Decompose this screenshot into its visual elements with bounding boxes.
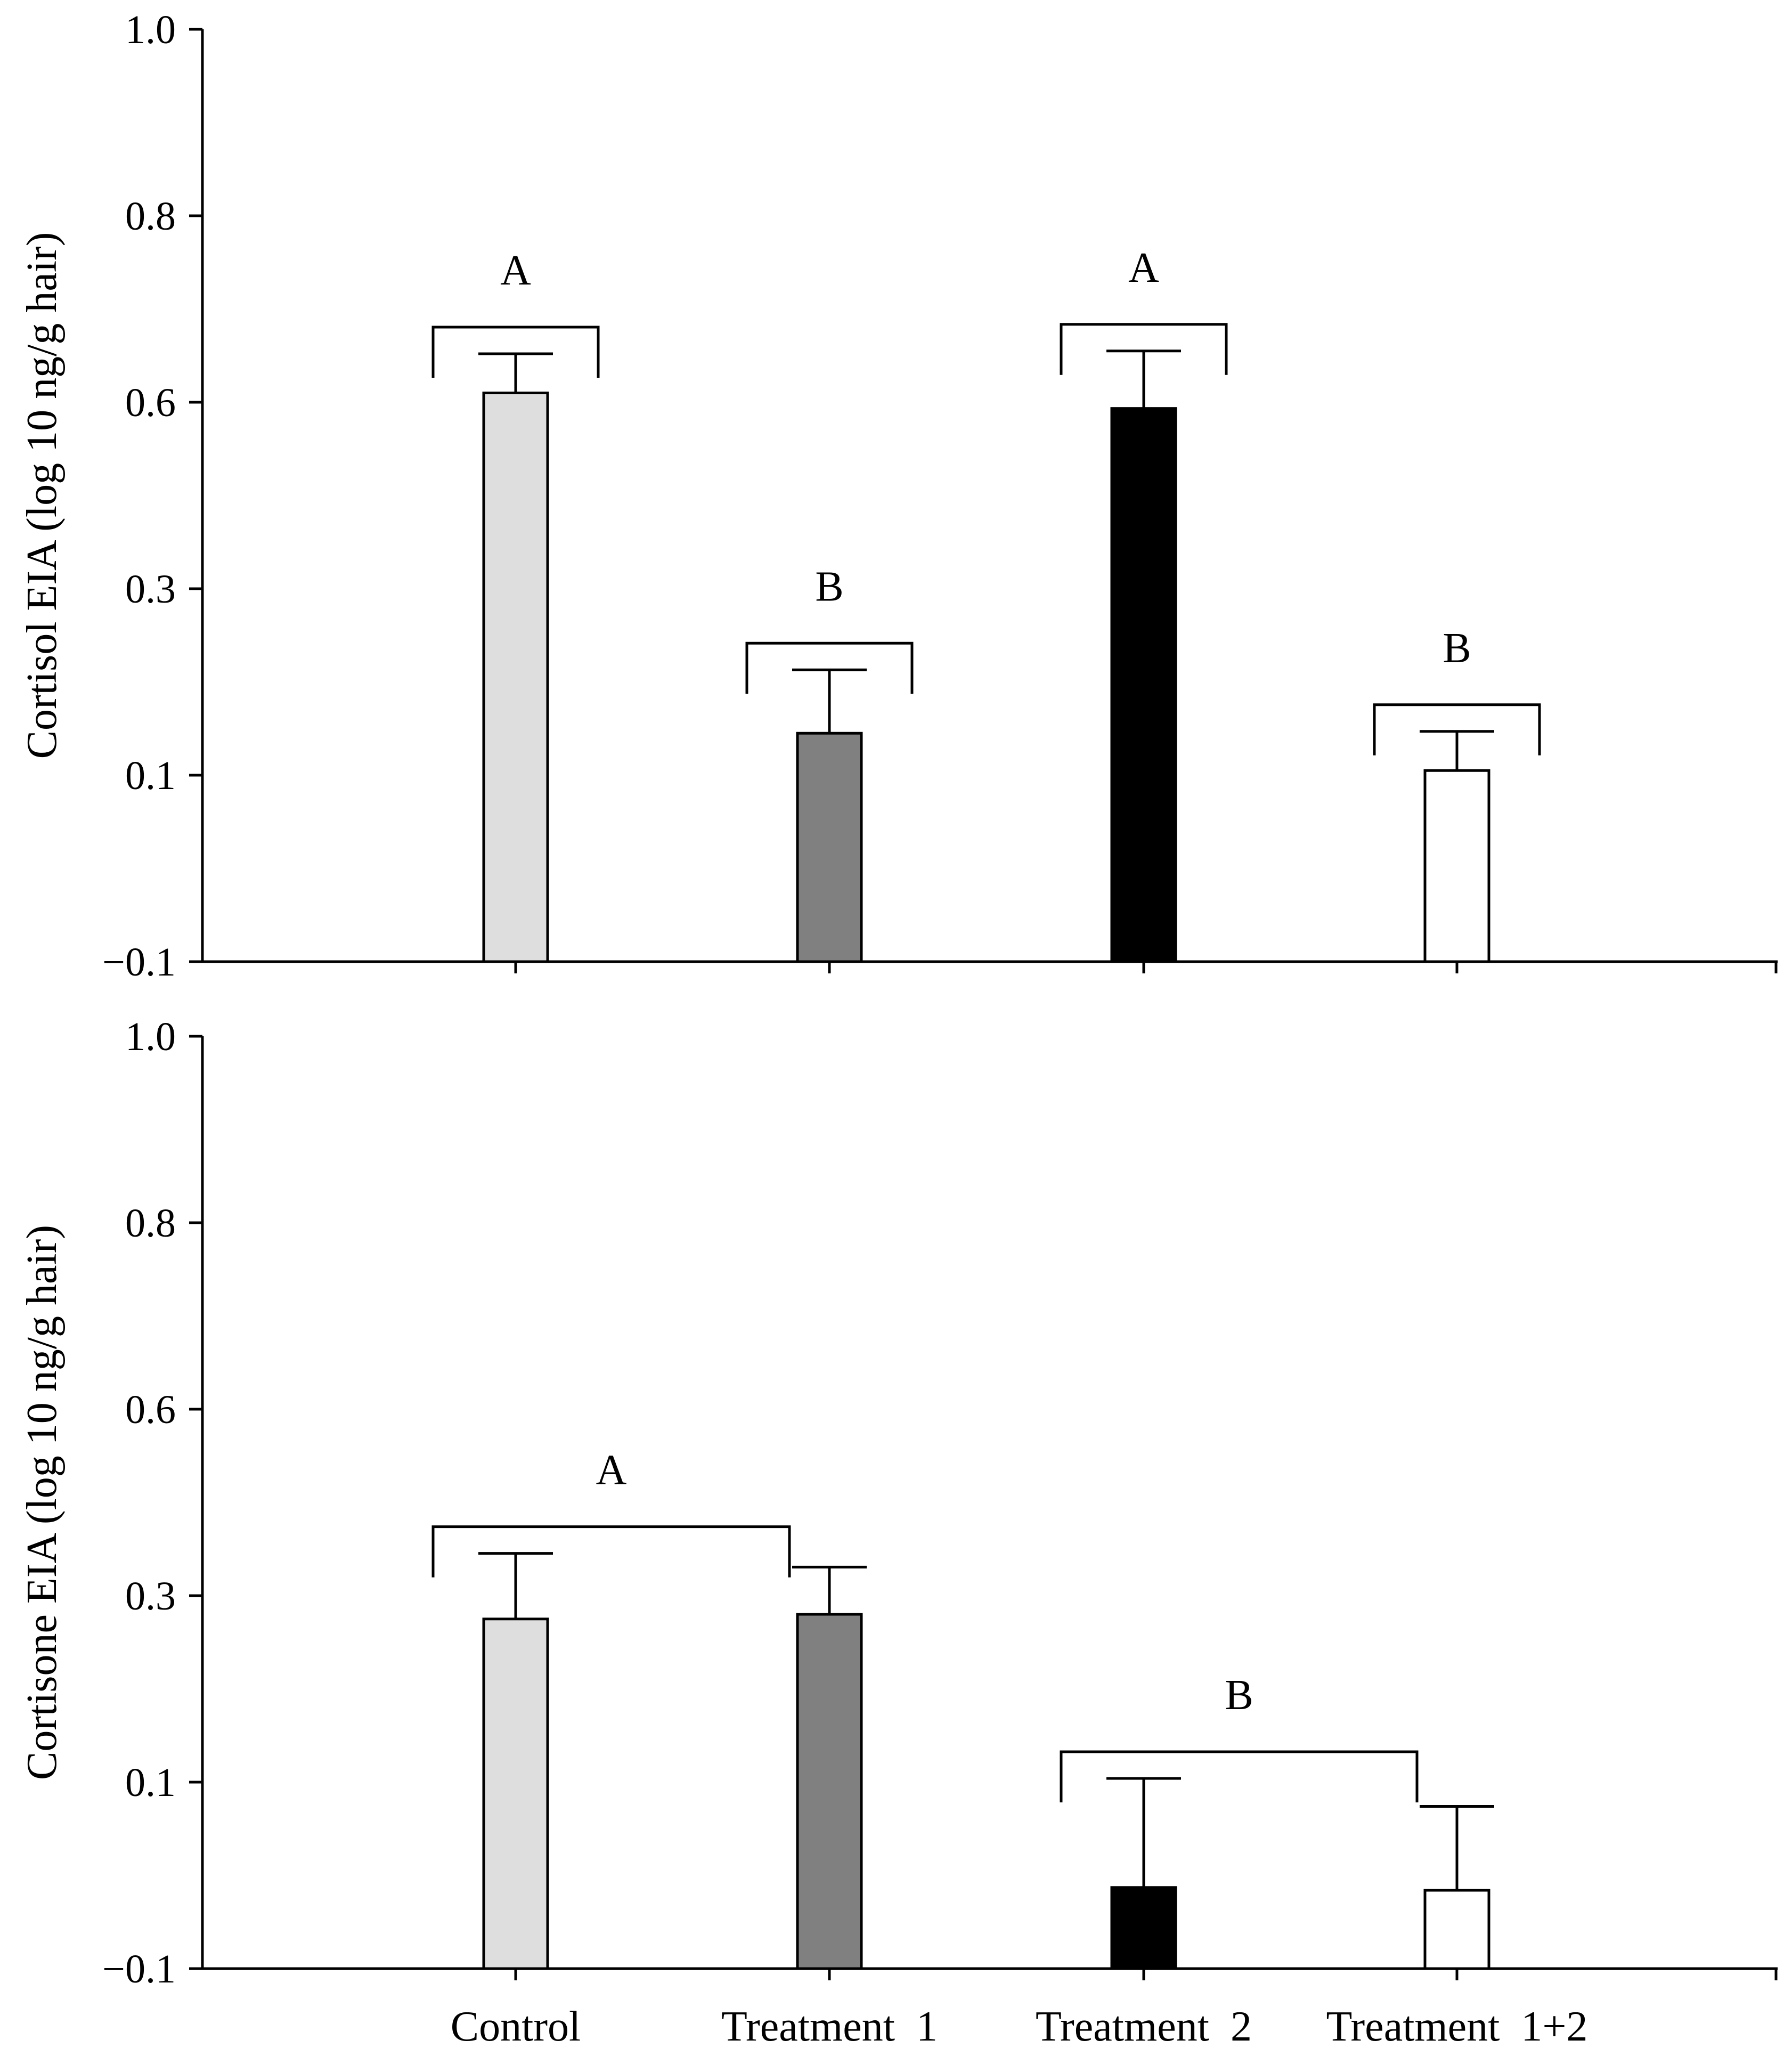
y-tick-label: 0.8 [125,194,176,239]
y-tick-label: 0.3 [125,1574,176,1619]
significance-bracket [1060,1750,1419,1802]
y-tick-label: −0.1 [102,1947,176,1992]
y-tick-label: 1.0 [125,1014,176,1059]
y-tick-label: 0.6 [125,380,176,425]
significance-label: A [1128,245,1159,291]
bar-treatment-2 [1110,1886,1177,1970]
cortisol-panel: −0.1 0.1 0.3 0.6 0.8 1.0 Cortisol EIA (log 10 … [19,7,1778,985]
significance-bracket [1060,323,1228,375]
y-tick-label: 0.3 [125,567,176,612]
x-tick-label: Treatment 1+2 [1326,2003,1587,2048]
significance-label: B [1443,625,1471,672]
y-axis-title: Cortisone EIA (log 10 ng/g hair) [19,1225,66,1780]
significance-bracket [745,641,914,694]
bar-treatment-1 [796,732,863,963]
bar-treatment-1-2 [1423,1889,1490,1970]
bar-treatment-2 [1110,407,1177,963]
x-tick-label: Treatment 1 [721,2003,938,2048]
y-tick-label: 0.1 [125,753,176,798]
significance-bracket [431,1525,791,1578]
y-tick-label: −0.1 [102,940,176,985]
y-axis-title: Cortisol EIA (log 10 ng/g hair) [19,232,66,759]
significance-label: A [596,1447,627,1494]
x-tick-label: Treatment 2 [1036,2003,1252,2048]
y-tick-label: 0.8 [125,1201,176,1246]
bar-control [482,392,549,963]
significance-label: B [1225,1672,1253,1719]
y-tick-label: 0.1 [125,1760,176,1805]
significance-bracket [1373,703,1541,755]
significance-label: B [815,563,843,610]
x-tick-label: Control [451,2003,581,2048]
y-tick-label: 0.6 [125,1387,176,1432]
significance-bracket [431,326,600,378]
y-tick-label: 1.0 [125,7,176,52]
bar-control [482,1618,549,1970]
cortisone-panel: −0.1 0.1 0.3 0.6 0.8 1.0 Cortisone EIA (log 10… [19,1014,1778,2048]
bar-treatment-1 [796,1613,863,1970]
bar-treatment-1-2 [1423,769,1490,963]
significance-label: A [500,247,531,294]
